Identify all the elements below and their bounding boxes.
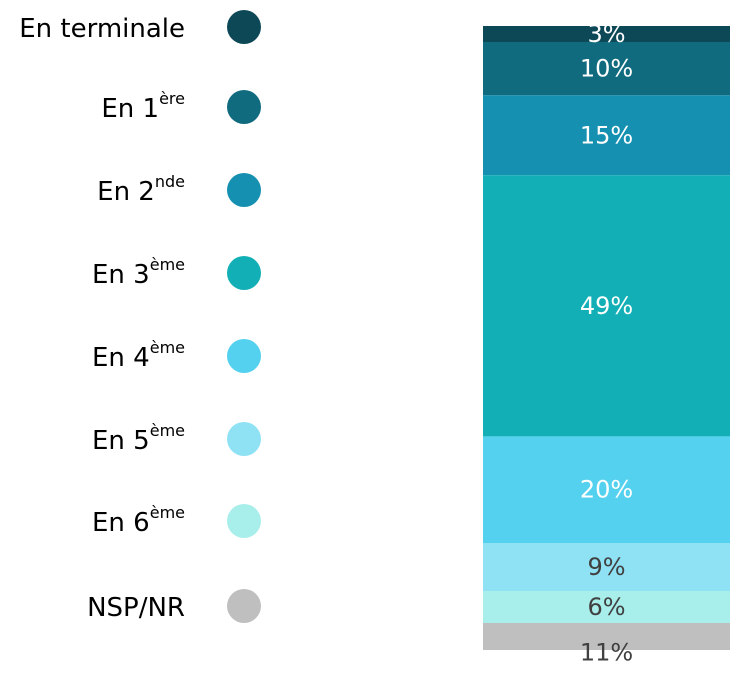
legend-label: En terminale	[19, 14, 185, 44]
legend-label-text: En 3	[92, 260, 150, 290]
legend-marker	[227, 10, 261, 44]
data-label: 6%	[587, 593, 625, 621]
bar-segment	[483, 175, 730, 437]
legend-label-text: En 6	[92, 508, 150, 538]
bar-segment	[483, 41, 730, 96]
bar-segment	[483, 590, 730, 623]
legend-label: En 3ème	[92, 255, 185, 290]
data-label: 11%	[580, 638, 633, 666]
bar-segment	[483, 95, 730, 176]
legend-marker	[227, 90, 261, 124]
legend-label-sup: ème	[150, 421, 185, 440]
legend-label: En 1ère	[101, 89, 185, 124]
legend-label: En 6ème	[92, 503, 185, 538]
data-label: 15%	[580, 121, 633, 149]
legend-label-sup: nde	[155, 172, 185, 191]
legend-label: En 4ème	[92, 338, 185, 373]
legend-label-text: NSP/NR	[87, 593, 185, 623]
legend-label-sup: ème	[150, 503, 185, 522]
legend-marker	[227, 422, 261, 456]
data-label: 10%	[580, 55, 633, 83]
legend-label-text: En 5	[92, 426, 150, 456]
legend-label-sup: ème	[150, 255, 185, 274]
legend-label: En 2nde	[97, 172, 185, 207]
legend-marker	[227, 504, 261, 538]
legend-marker	[227, 256, 261, 290]
legend-label-text: En terminale	[19, 14, 185, 44]
legend-marker	[227, 339, 261, 373]
legend-marker	[227, 173, 261, 207]
legend-label-text: En 2	[97, 177, 155, 207]
legend-label-sup: ème	[150, 338, 185, 357]
data-label: 9%	[587, 553, 625, 581]
legend-label-text: En 4	[92, 343, 150, 373]
data-label: 49%	[580, 292, 633, 320]
legend-marker	[227, 589, 261, 623]
bar-segment	[483, 26, 730, 42]
legend-label-text: En 1	[101, 94, 159, 124]
bar-segment	[483, 436, 730, 544]
legend-label: En 5ème	[92, 421, 185, 456]
data-label: 20%	[580, 476, 633, 504]
bar-segment	[483, 622, 730, 650]
data-label: 3%	[587, 20, 625, 48]
legend-label: NSP/NR	[87, 593, 185, 623]
bar-group	[483, 26, 730, 650]
bar-segment	[483, 543, 730, 591]
legend-label-sup: ère	[159, 89, 185, 108]
